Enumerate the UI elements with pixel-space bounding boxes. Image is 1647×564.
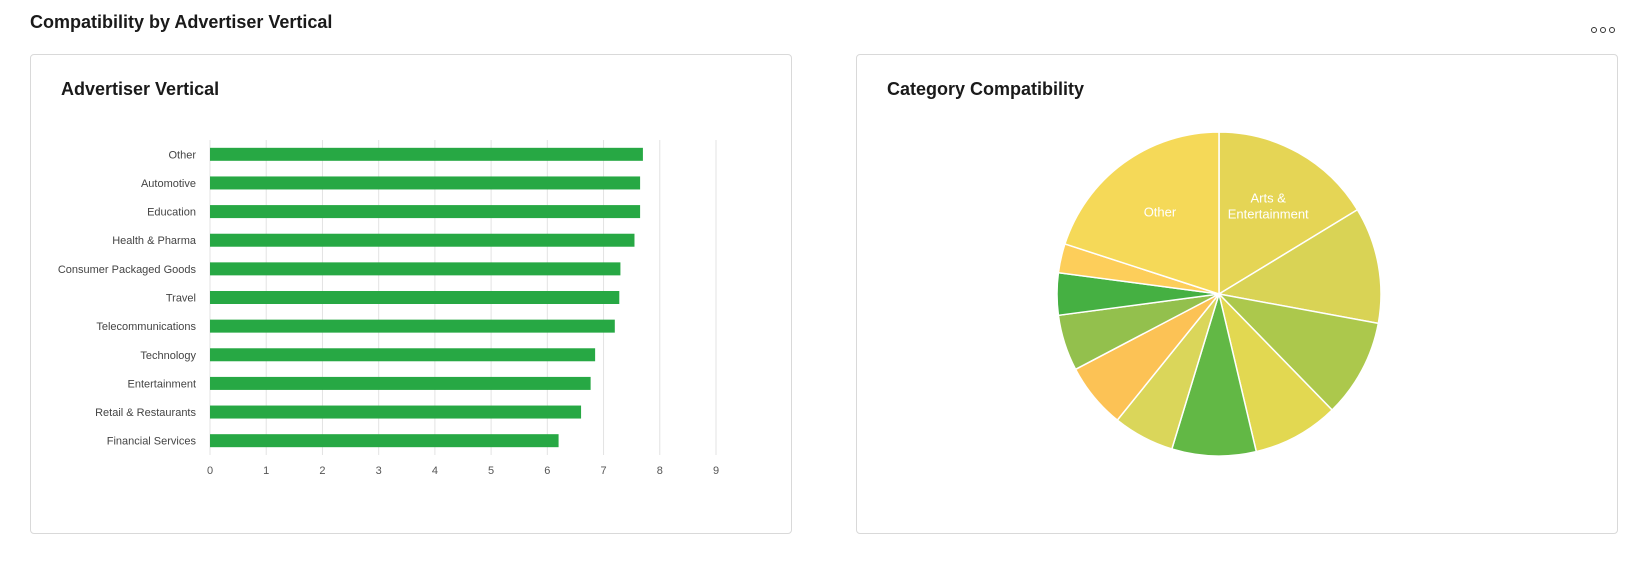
pie-slice-label: Other <box>1144 205 1177 220</box>
category-label: Consumer Packaged Goods <box>58 264 197 276</box>
pie-chart-title: Category Compatibility <box>887 79 1085 99</box>
x-tick-label: 7 <box>600 465 606 477</box>
category-compatibility-pie-chart: Arts & Entertainment Other <box>1056 131 1382 457</box>
bar-chart-title: Advertiser Vertical <box>61 79 220 99</box>
bar <box>210 434 559 448</box>
category-label: Financial Services <box>107 436 197 448</box>
bar <box>210 319 615 333</box>
pie-slice <box>1063 131 1220 296</box>
bar <box>210 291 620 304</box>
bar <box>210 405 582 419</box>
category-label: Entertainment <box>128 378 196 390</box>
category-label: Automotive <box>141 178 196 190</box>
category-label: Retail & Restaurants <box>95 407 196 419</box>
x-tick-label: 6 <box>544 465 550 477</box>
pie-slice <box>1216 292 1380 412</box>
pie-slice <box>1216 208 1382 325</box>
category-label: Education <box>147 207 196 219</box>
x-tick-label: 2 <box>319 465 325 477</box>
bar <box>210 176 641 190</box>
bar <box>210 233 635 247</box>
more-options-icon[interactable] <box>1588 18 1618 42</box>
bar <box>210 348 596 362</box>
advertiser-vertical-card: Advertiser Vertical 0 1 2 3 4 5 6 7 8 9 Other Autom… <box>30 54 792 534</box>
x-tick-label: 4 <box>432 465 438 477</box>
more-dot <box>1609 27 1615 33</box>
more-dot <box>1600 27 1606 33</box>
x-tick-label: 5 <box>488 465 494 477</box>
pie-slice <box>1218 131 1359 296</box>
x-tick-label: 9 <box>713 465 719 477</box>
category-label: Health & Pharma <box>112 235 197 247</box>
bar <box>210 147 643 161</box>
category-label: Technology <box>140 350 196 362</box>
pie-slice <box>1170 291 1258 457</box>
category-label: Telecommunications <box>96 321 196 333</box>
more-dot <box>1591 27 1597 33</box>
x-tick-label: 8 <box>657 465 663 477</box>
x-tick-label: 0 <box>207 465 213 477</box>
page-title: Compatibility by Advertiser Vertical <box>30 12 333 32</box>
x-tick-label: 1 <box>263 465 269 477</box>
bar <box>210 262 621 276</box>
advertiser-vertical-bar-chart: 0 1 2 3 4 5 6 7 8 9 Other Automotive Education Health… <box>58 140 719 477</box>
pie-slice-label: Arts & Entertainment <box>1228 190 1309 221</box>
category-label: Other <box>168 149 196 161</box>
x-tick-label: 3 <box>376 465 382 477</box>
category-label: Travel <box>166 293 196 305</box>
bar <box>210 205 641 219</box>
bar <box>210 376 591 390</box>
category-compatibility-card: Category Compatibility Arts & Entertainme… <box>856 54 1618 534</box>
